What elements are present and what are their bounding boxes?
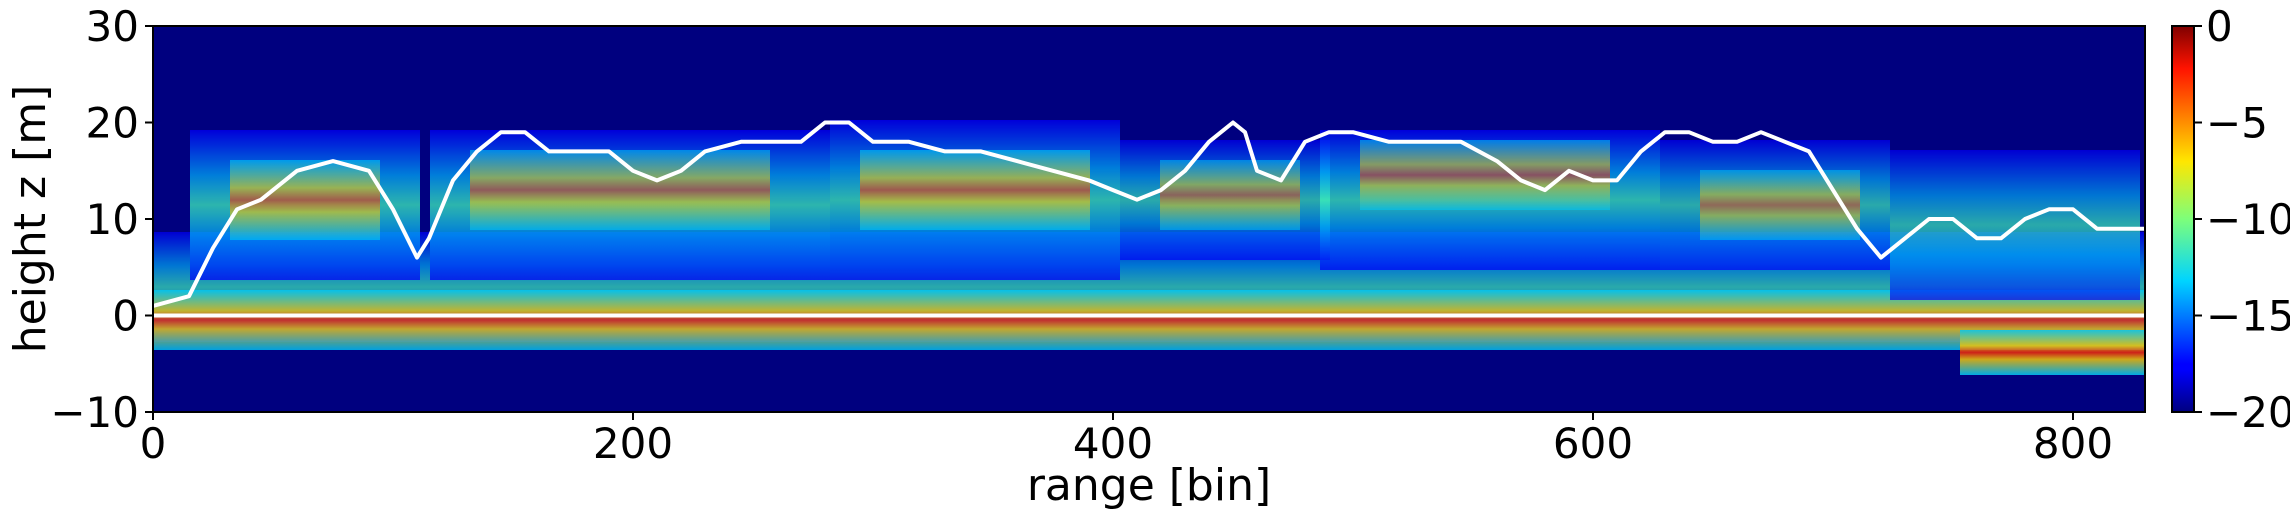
- x-tick-label: 0: [140, 419, 167, 468]
- y-tick-label: −10: [50, 388, 139, 437]
- heatmap-layer: [153, 120, 2145, 375]
- colorbar-tick-label: −10: [2206, 195, 2290, 244]
- y-tick-label: 10: [86, 195, 139, 244]
- colorbar-tick-label: 0: [2206, 2, 2233, 51]
- y-tick-label: 30: [86, 2, 139, 51]
- line-series: [153, 120, 2145, 318]
- colorbar: [2171, 25, 2195, 413]
- colorbar-tick-label: −15: [2206, 292, 2290, 341]
- y-tick-label: 20: [86, 99, 139, 148]
- series-line-0: [153, 120, 2145, 308]
- x-tick-label: 800: [2033, 419, 2113, 468]
- colorbar-tick-label: −20: [2206, 388, 2290, 437]
- y-tick-label: 0: [112, 292, 139, 341]
- colorbar-axis: 0 −5 −10 −15 −20: [2194, 2, 2290, 437]
- x-axis-label: range [bin]: [1027, 460, 1271, 511]
- x-tick-label: 200: [593, 419, 673, 468]
- y-axis-label: height z [m]: [5, 85, 56, 354]
- x-axis: 0 200 400 600 800: [140, 412, 2113, 468]
- y-axis: −10 0 10 20 30: [50, 2, 153, 437]
- x-tick-label: 600: [1553, 419, 1633, 468]
- x-tick-label: 400: [1073, 419, 1153, 468]
- colorbar-tick-label: −5: [2206, 99, 2268, 148]
